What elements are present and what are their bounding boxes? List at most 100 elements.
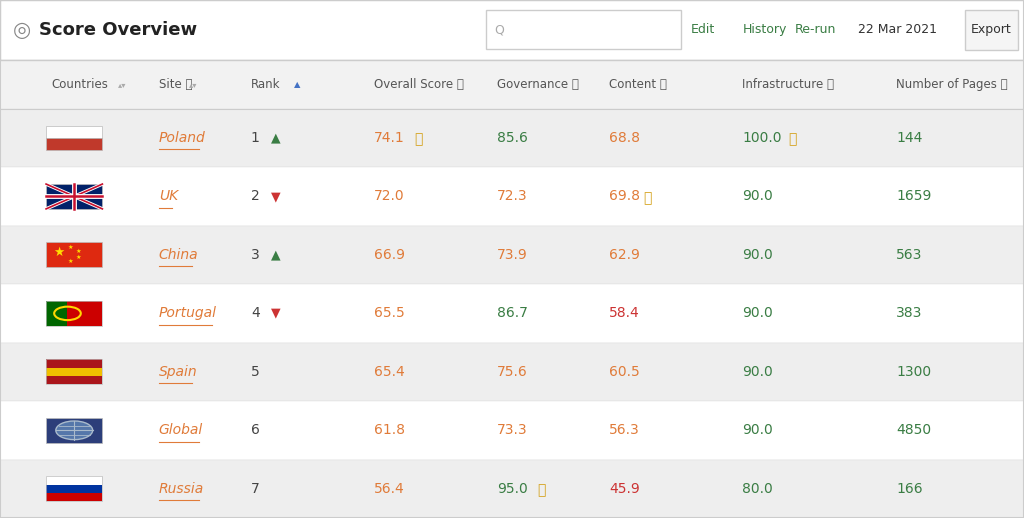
Text: Number of Pages ⓘ: Number of Pages ⓘ [896, 78, 1008, 91]
Text: 56.3: 56.3 [609, 423, 640, 437]
Text: ★: ★ [68, 244, 73, 250]
Text: 61.8: 61.8 [374, 423, 404, 437]
Text: 90.0: 90.0 [742, 423, 773, 437]
FancyBboxPatch shape [0, 109, 1024, 167]
Text: 90.0: 90.0 [742, 306, 773, 321]
Text: 69.8: 69.8 [609, 190, 640, 204]
Text: ▲: ▲ [271, 249, 281, 262]
Text: 1300: 1300 [896, 365, 931, 379]
Text: 383: 383 [896, 306, 923, 321]
Text: 73.9: 73.9 [497, 248, 527, 262]
Text: UK: UK [159, 190, 178, 204]
Text: Q: Q [495, 23, 505, 36]
FancyBboxPatch shape [46, 184, 102, 209]
Text: 68.8: 68.8 [609, 131, 640, 145]
Text: Site ⓘ: Site ⓘ [159, 78, 193, 91]
FancyBboxPatch shape [46, 125, 102, 138]
FancyBboxPatch shape [46, 138, 102, 150]
FancyBboxPatch shape [0, 226, 1024, 284]
Text: 62.9: 62.9 [609, 248, 640, 262]
Text: ★: ★ [53, 247, 65, 260]
Text: Global: Global [159, 423, 203, 437]
Text: 74.1: 74.1 [374, 131, 404, 145]
Text: 144: 144 [896, 131, 923, 145]
FancyBboxPatch shape [0, 284, 1024, 342]
Text: Rank: Rank [251, 78, 281, 91]
Text: ★: ★ [76, 249, 81, 254]
Text: Spain: Spain [159, 365, 198, 379]
FancyBboxPatch shape [0, 342, 1024, 401]
FancyBboxPatch shape [46, 485, 102, 493]
FancyBboxPatch shape [0, 0, 1024, 60]
Text: History: History [742, 23, 786, 36]
FancyBboxPatch shape [0, 401, 1024, 459]
Text: ★: ★ [68, 259, 73, 264]
FancyBboxPatch shape [68, 301, 102, 326]
FancyBboxPatch shape [0, 459, 1024, 518]
Text: 4: 4 [251, 306, 260, 321]
Text: 5: 5 [251, 365, 260, 379]
Text: Export: Export [971, 23, 1012, 36]
Text: 85.6: 85.6 [497, 131, 527, 145]
Text: ▲: ▲ [271, 132, 281, 145]
FancyBboxPatch shape [46, 301, 68, 326]
FancyBboxPatch shape [46, 376, 102, 384]
Text: 1: 1 [251, 131, 260, 145]
FancyBboxPatch shape [46, 477, 102, 485]
Text: ★: ★ [76, 255, 81, 260]
Text: 90.0: 90.0 [742, 365, 773, 379]
Text: 6: 6 [251, 423, 260, 437]
Text: 🏆: 🏆 [538, 483, 546, 497]
Text: 🏆: 🏆 [643, 191, 651, 205]
Text: 90.0: 90.0 [742, 248, 773, 262]
Text: ◎: ◎ [13, 20, 32, 40]
Text: 72.3: 72.3 [497, 190, 527, 204]
Text: 4850: 4850 [896, 423, 931, 437]
FancyBboxPatch shape [46, 359, 102, 368]
Text: ▴▾: ▴▾ [118, 80, 126, 89]
Text: 🏆: 🏆 [788, 133, 797, 147]
Text: Russia: Russia [159, 482, 204, 496]
FancyBboxPatch shape [46, 493, 102, 501]
Text: 22 Mar 2021: 22 Mar 2021 [858, 23, 937, 36]
Text: Governance ⓘ: Governance ⓘ [497, 78, 579, 91]
Text: Edit: Edit [691, 23, 716, 36]
FancyBboxPatch shape [46, 418, 102, 443]
Text: 100.0: 100.0 [742, 131, 782, 145]
FancyBboxPatch shape [486, 10, 681, 49]
Text: 7: 7 [251, 482, 260, 496]
Text: ▴▾: ▴▾ [189, 80, 198, 89]
Text: Re-run: Re-run [795, 23, 836, 36]
Circle shape [56, 421, 93, 440]
Text: Countries: Countries [51, 78, 109, 91]
FancyBboxPatch shape [46, 368, 102, 376]
Text: Poland: Poland [159, 131, 206, 145]
Text: 73.3: 73.3 [497, 423, 527, 437]
Text: 3: 3 [251, 248, 260, 262]
Text: ▲: ▲ [294, 80, 300, 89]
Text: 75.6: 75.6 [497, 365, 527, 379]
Text: 86.7: 86.7 [497, 306, 527, 321]
Text: 1659: 1659 [896, 190, 932, 204]
Text: 58.4: 58.4 [609, 306, 640, 321]
Text: Overall Score ⓘ: Overall Score ⓘ [374, 78, 464, 91]
Text: ▼: ▼ [271, 307, 281, 320]
Text: Portugal: Portugal [159, 306, 217, 321]
Text: 2: 2 [251, 190, 260, 204]
Text: 65.5: 65.5 [374, 306, 404, 321]
FancyBboxPatch shape [965, 10, 1018, 50]
Text: 56.4: 56.4 [374, 482, 404, 496]
Text: 563: 563 [896, 248, 923, 262]
Text: 166: 166 [896, 482, 923, 496]
Text: 90.0: 90.0 [742, 190, 773, 204]
Text: China: China [159, 248, 199, 262]
FancyBboxPatch shape [46, 242, 102, 267]
Text: 45.9: 45.9 [609, 482, 640, 496]
Text: ▼: ▼ [271, 190, 281, 203]
Text: Infrastructure ⓘ: Infrastructure ⓘ [742, 78, 835, 91]
Text: Content ⓘ: Content ⓘ [609, 78, 668, 91]
FancyBboxPatch shape [0, 60, 1024, 109]
Text: 65.4: 65.4 [374, 365, 404, 379]
Text: 60.5: 60.5 [609, 365, 640, 379]
Text: 80.0: 80.0 [742, 482, 773, 496]
